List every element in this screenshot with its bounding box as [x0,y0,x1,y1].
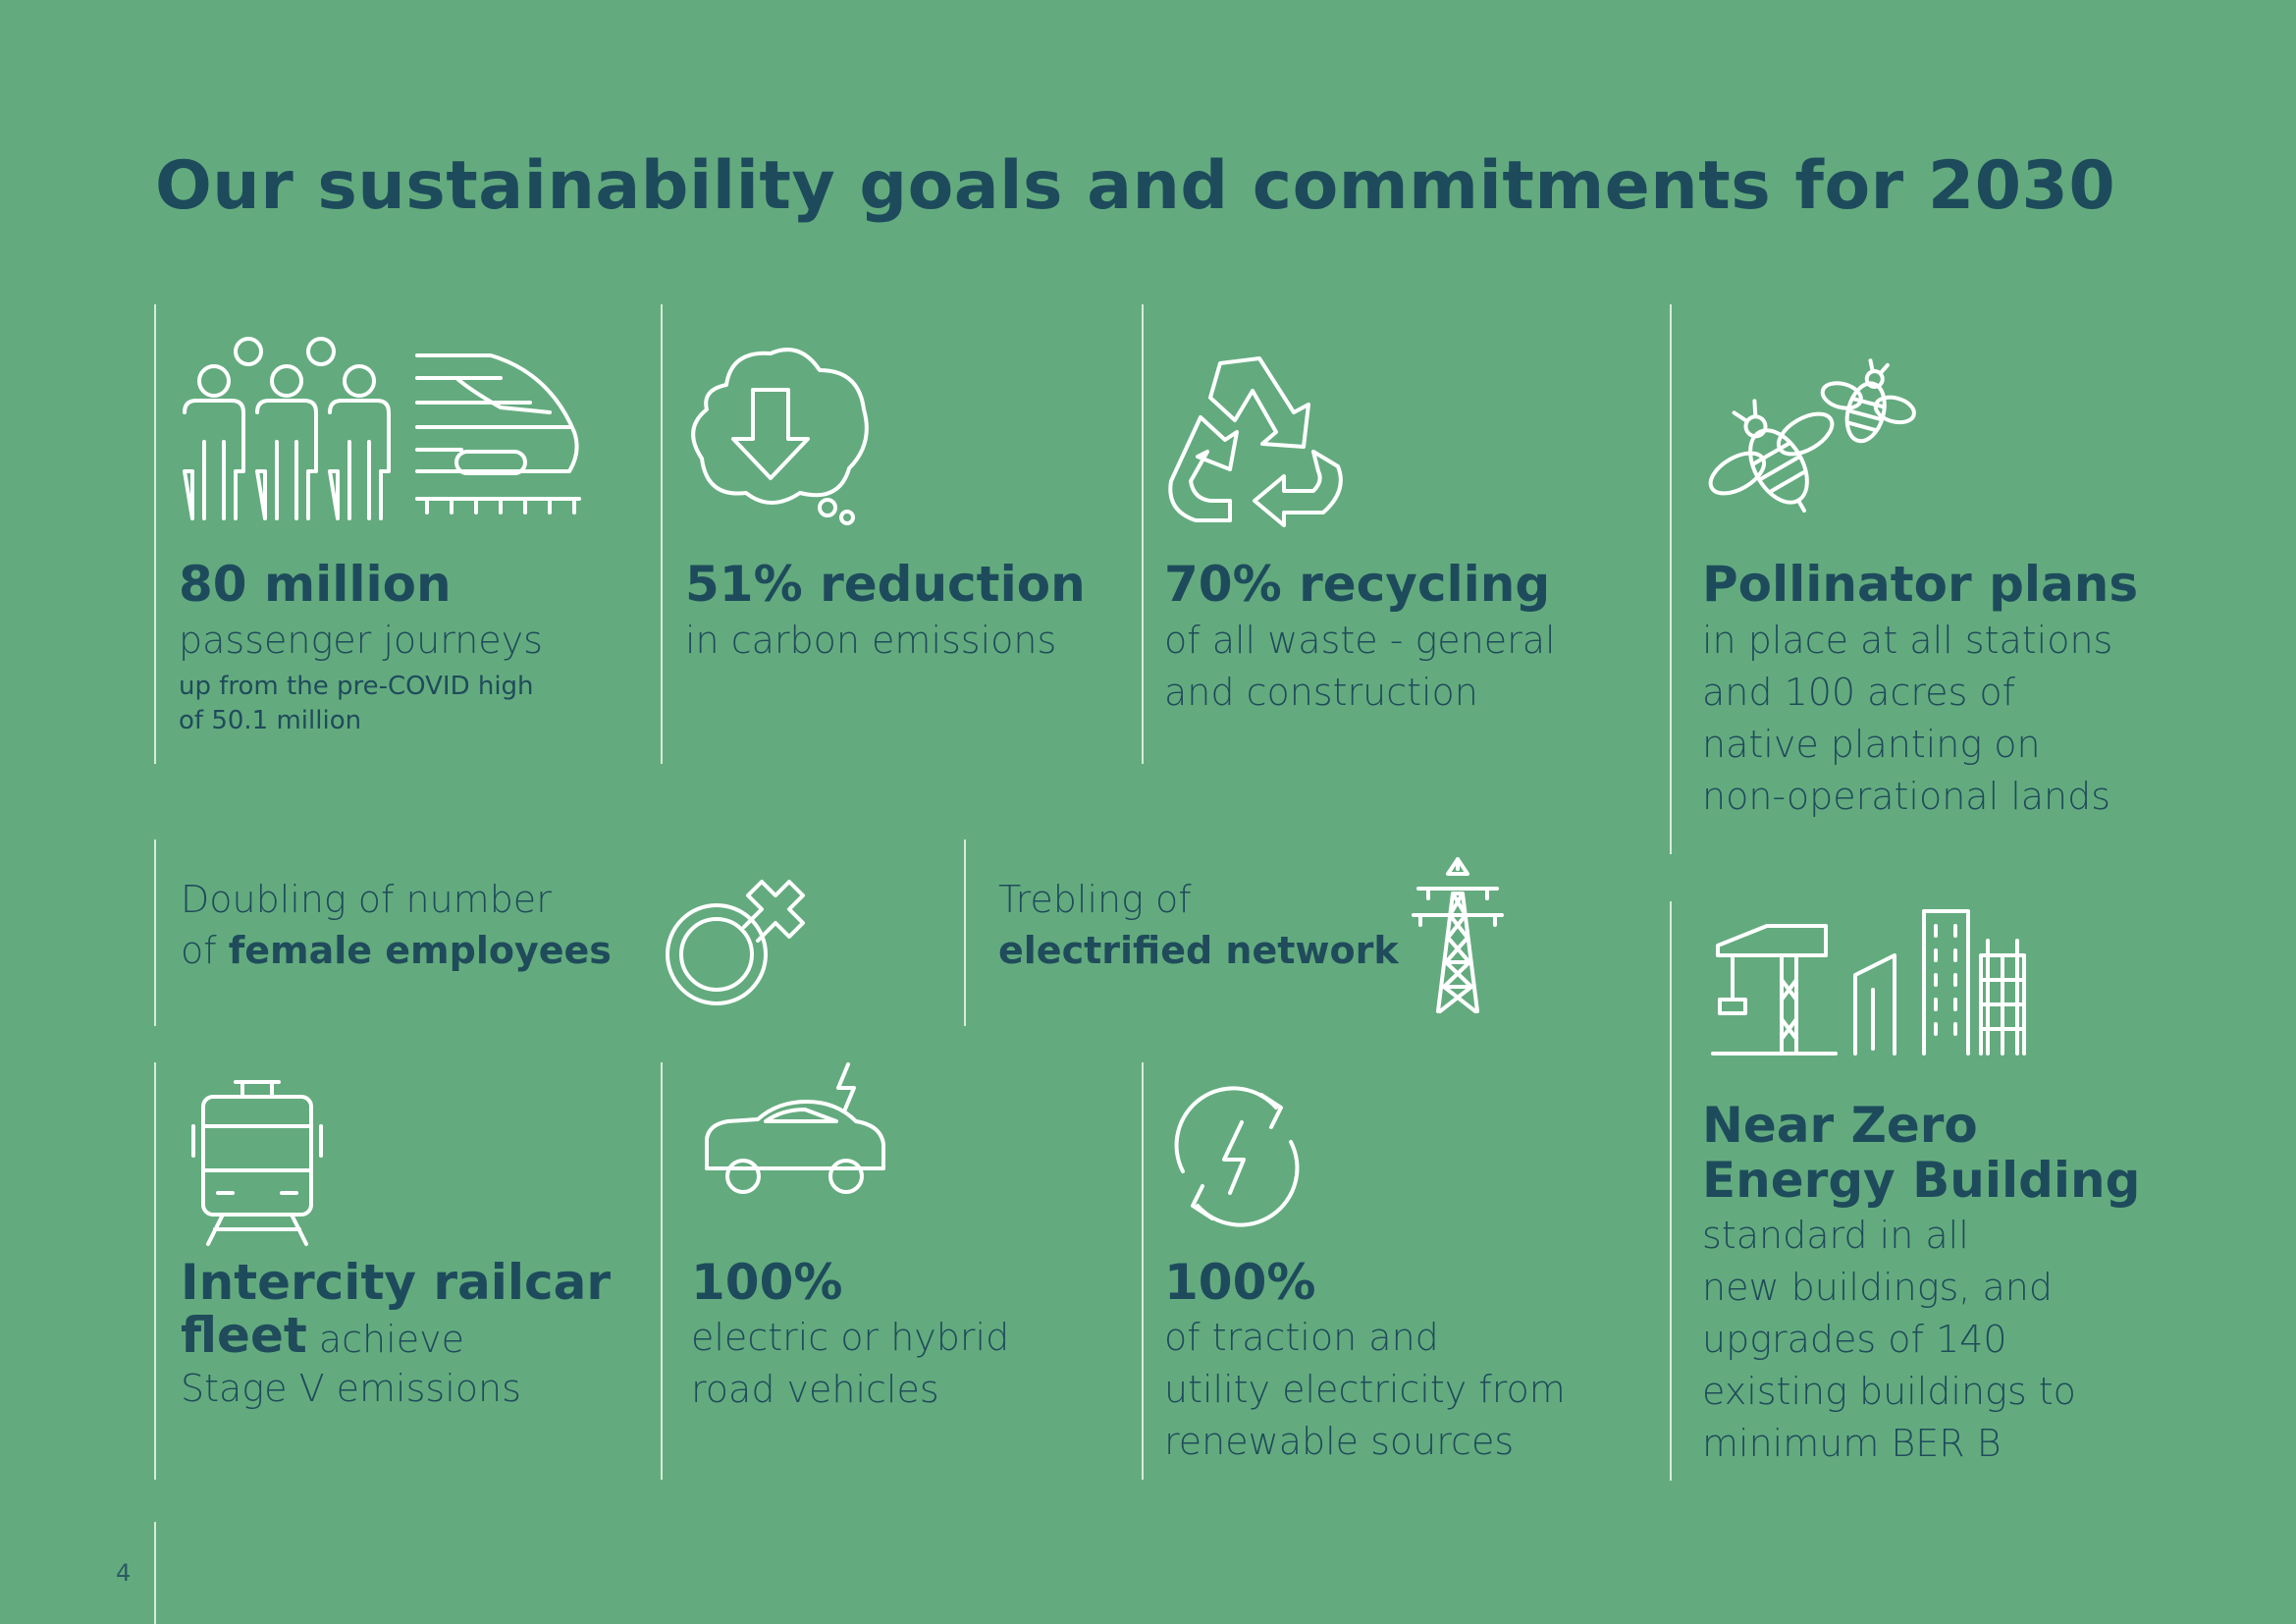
goal-headline: 80 million [179,556,452,613]
divider [1670,901,1672,1481]
goal-text: road vehicles [691,1368,939,1411]
goal-text-bold: electrified network [998,929,1399,972]
goal-text: new buildings, and [1702,1266,2053,1309]
recycle-icon [1168,356,1343,527]
goal-text-bold: fleet [181,1307,307,1364]
railcar-icon [191,1080,323,1246]
goal-text: native planting on [1702,723,2041,766]
goal-text: of all waste - general [1164,619,1556,662]
goal-headline: 70% recycling [1164,556,1551,613]
divider [154,304,156,764]
goal-headline: Intercity railcar [181,1254,612,1311]
goal-headline: 100% [691,1254,843,1311]
goal-text: electric or hybrid [691,1316,1010,1359]
goal-text: minimum BER B [1702,1422,2002,1465]
electric-car-icon [705,1062,885,1194]
goal-headline-line2: fleet achieve [181,1308,464,1367]
goal-text: and 100 acres of [1702,671,2016,714]
goal-text: passenger journeys [179,619,543,662]
goal-headline: 51% reduction [685,556,1086,613]
goal-note: up from the pre-COVID high [179,672,534,701]
goal-text: in place at all stations [1702,619,2113,662]
goal-text: achieve [306,1318,464,1361]
goal-text: upgrades of 140 [1702,1318,2007,1361]
divider [661,1062,663,1480]
goal-note: of 50.1 million [179,706,362,735]
divider [1142,304,1144,764]
goal-text: of traction and [1164,1316,1439,1359]
female-symbol-icon [666,880,805,1005]
pylon-icon [1412,857,1504,1013]
goal-text: standard in all [1702,1214,1969,1257]
goal-headline: 100% [1164,1254,1316,1311]
goal-text: in carbon emissions [685,619,1057,662]
goal-text-bold: female employees [228,929,612,972]
divider [154,839,156,1026]
goal-text: Doubling of number [181,878,552,921]
goal-text-prefix: of [181,929,229,972]
divider [964,839,966,1026]
goal-text: and construction [1164,671,1478,714]
divider [154,1062,156,1480]
page-title: Our sustainability goals and commitments… [155,147,2116,225]
divider [1670,304,1672,854]
goal-headline: Near Zero [1702,1097,1978,1154]
carbon-cloud-down-icon [691,348,869,525]
bees-icon [1708,358,1916,514]
goal-text: of female employees [181,925,612,977]
goal-text: non-operational lands [1702,775,2111,818]
people-and-train-icon [183,337,581,520]
goal-headline: Energy Building [1702,1152,2141,1209]
goal-text: renewable sources [1164,1420,1515,1463]
goal-text: Stage V emissions [181,1367,521,1410]
construction-buildings-icon [1711,909,2026,1056]
divider [154,1522,156,1624]
divider [1142,1062,1144,1480]
goal-text: existing buildings to [1702,1370,2076,1413]
divider [661,304,663,764]
renewable-energy-icon [1174,1086,1300,1227]
page-number: 4 [116,1559,132,1587]
goal-text: Trebling of [998,878,1192,921]
goal-headline: Pollinator plans [1702,556,2139,613]
goal-text: utility electricity from [1164,1368,1566,1411]
